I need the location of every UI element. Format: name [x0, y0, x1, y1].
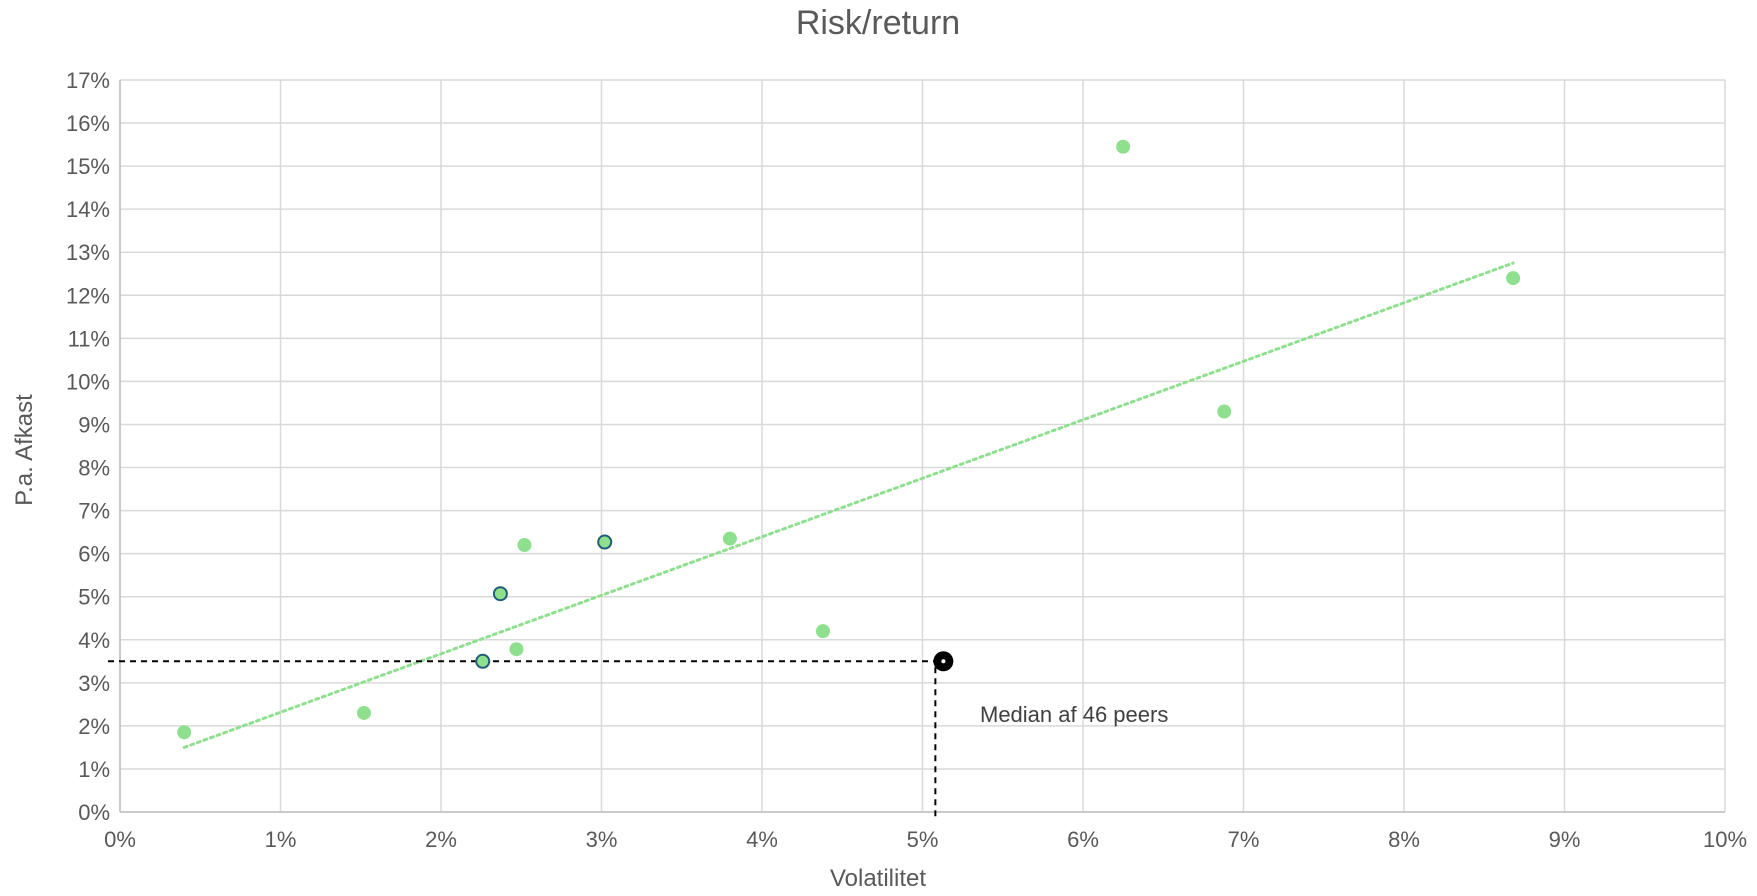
x-tick-label: 9%	[1549, 827, 1581, 852]
peer-point	[1506, 271, 1521, 286]
peer-point	[1116, 139, 1131, 154]
trendline	[182, 261, 1515, 749]
y-tick-label: 3%	[78, 671, 110, 696]
peer-point	[815, 624, 830, 639]
y-tick-label: 1%	[78, 757, 110, 782]
y-axis-tick-labels: 0% 1% 2% 3% 4% 5% 6% 7% 8% 9% 10% 11% 12% 13% 14% 15% 16…	[66, 68, 110, 825]
y-tick-label: 16%	[66, 111, 110, 136]
chart-title: Risk/return	[796, 4, 960, 42]
y-tick-label: 0%	[78, 800, 110, 825]
y-tick-label: 10%	[66, 369, 110, 394]
y-tick-label: 2%	[78, 714, 110, 739]
x-tick-label: 2%	[425, 827, 457, 852]
x-tick-label: 10%	[1703, 827, 1747, 852]
median-point-center	[941, 659, 946, 664]
y-tick-label: 14%	[66, 197, 110, 222]
peer-point	[177, 725, 192, 740]
peer-point	[356, 705, 371, 720]
x-tick-label: 8%	[1388, 827, 1420, 852]
x-tick-label: 7%	[1228, 827, 1260, 852]
data-points	[177, 139, 1521, 740]
gridlines	[119, 79, 1726, 813]
peer-point	[1217, 404, 1232, 419]
y-tick-label: 7%	[78, 499, 110, 524]
axis-frame	[119, 80, 1725, 813]
peer-point	[722, 531, 737, 546]
x-tick-label: 4%	[746, 827, 778, 852]
x-tick-label: 0%	[104, 827, 136, 852]
peer-point	[509, 642, 524, 657]
y-axis-title: P.a. Afkast	[11, 394, 38, 506]
median-annotation: Median af 46 peers	[980, 702, 1168, 727]
y-tick-label: 13%	[66, 240, 110, 265]
y-tick-label: 8%	[78, 456, 110, 481]
highlight-point	[597, 534, 613, 550]
y-tick-label: 6%	[78, 542, 110, 567]
y-tick-label: 11%	[68, 326, 110, 351]
y-tick-label: 4%	[78, 628, 110, 653]
peer-point	[517, 538, 532, 553]
x-tick-label: 6%	[1067, 827, 1099, 852]
median-guides	[108, 660, 938, 817]
x-axis-title: Volatilitet	[830, 865, 926, 892]
y-tick-label: 9%	[78, 412, 110, 437]
y-tick-label: 12%	[66, 283, 110, 308]
highlight-point	[492, 586, 508, 602]
y-tick-label: 17%	[66, 68, 110, 93]
y-tick-label: 5%	[78, 585, 110, 610]
x-tick-label: 5%	[907, 827, 939, 852]
x-tick-label: 1%	[265, 827, 297, 852]
highlight-point	[475, 653, 491, 669]
x-tick-label: 3%	[586, 827, 618, 852]
x-axis-tick-labels: 0% 1% 2% 3% 4% 5% 6% 7% 8% 9% 10%	[104, 827, 1747, 852]
trendline-group	[182, 261, 1515, 749]
y-tick-label: 15%	[66, 154, 110, 179]
